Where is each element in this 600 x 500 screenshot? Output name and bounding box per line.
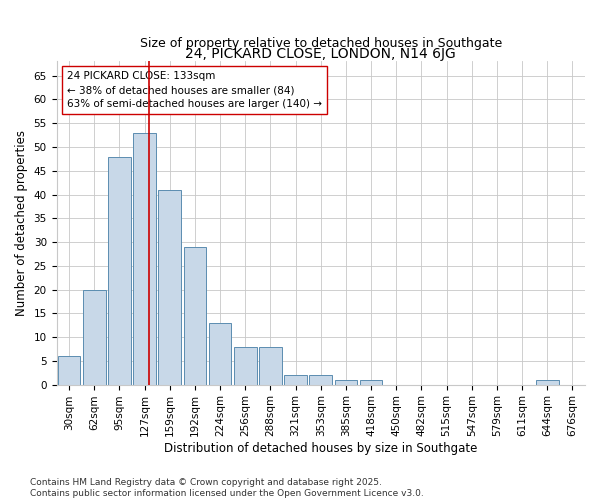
Bar (259, 346, 282, 385)
Bar (108, 156, 131, 384)
Text: Contains HM Land Registry data © Crown copyright and database right 2025.
Contai: Contains HM Land Registry data © Crown c… (30, 478, 424, 498)
Bar (133, 133, 156, 384)
Bar (58, 356, 80, 384)
Bar (310, 375, 332, 384)
Bar (234, 346, 257, 385)
Bar (184, 247, 206, 384)
Y-axis label: Number of detached properties: Number of detached properties (15, 130, 28, 316)
Bar (158, 190, 181, 384)
Text: 24 PICKARD CLOSE: 133sqm
← 38% of detached houses are smaller (84)
63% of semi-d: 24 PICKARD CLOSE: 133sqm ← 38% of detach… (67, 71, 322, 109)
Bar (536, 380, 559, 384)
Bar (284, 375, 307, 384)
X-axis label: Distribution of detached houses by size in Southgate: Distribution of detached houses by size … (164, 442, 478, 455)
Bar (83, 290, 106, 384)
Bar (360, 380, 382, 384)
Bar (335, 380, 357, 384)
Title: 24, PICKARD CLOSE, LONDON, N14 6JG: 24, PICKARD CLOSE, LONDON, N14 6JG (185, 48, 456, 62)
Bar (209, 323, 232, 384)
Text: Size of property relative to detached houses in Southgate: Size of property relative to detached ho… (140, 37, 502, 50)
